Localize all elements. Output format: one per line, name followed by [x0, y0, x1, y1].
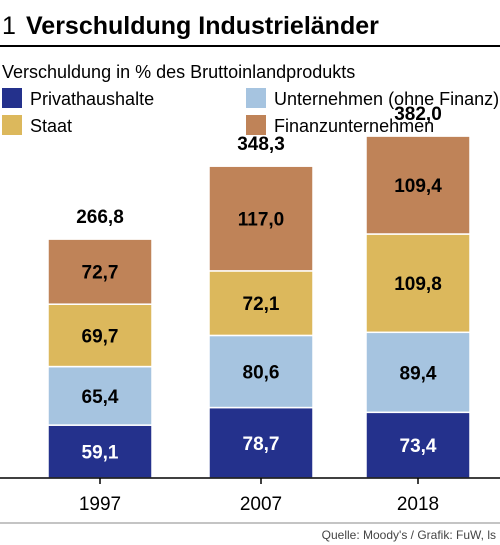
bar-2007-finanzunternehmen [208, 165, 314, 272]
bar-2018-finanzunternehmen [365, 135, 471, 235]
legend-label-finanzunternehmen: Finanzunternehmen [274, 116, 434, 136]
chart-number: 1 [2, 12, 16, 40]
bar-1997-privathaushalte [47, 424, 153, 479]
bar-2018-staat [365, 233, 471, 334]
value-label-1997-privathaushalte: 59,1 [82, 443, 119, 464]
bars [47, 135, 471, 479]
chart-subtitle: Verschuldung in % des Bruttoinlandproduk… [2, 62, 355, 82]
x-tick-labels: 1997 2007 2018 [79, 494, 439, 515]
bar-2018-unternehmen-ohne-finanz [365, 331, 471, 414]
legend-label-unternehmen-ohne-finanz: Unternehmen (ohne Finanz) [274, 89, 499, 109]
value-label-1997-unternehmen-ohne-finanz: 65,4 [82, 387, 119, 408]
bar-1997-finanzunternehmen [47, 238, 153, 305]
total-label-2018: 382,0 [394, 104, 442, 125]
bar-2007-unternehmen-ohne-finanz [208, 334, 314, 409]
source-note: Quelle: Moody's / Grafik: FuW, ls [322, 528, 496, 542]
value-label-2007-staat: 72,1 [243, 294, 280, 315]
bar-2007-staat [208, 270, 314, 337]
legend-label-privathaushalte: Privathaushalte [30, 89, 154, 109]
bar-1997-staat [47, 303, 153, 368]
x-tick-label-1997: 1997 [79, 494, 121, 515]
legend-swatch-unternehmen-ohne-finanz [246, 88, 266, 108]
total-labels: 266,8 348,3 382,0 [76, 104, 442, 228]
value-label-2018-staat: 109,8 [394, 274, 442, 295]
value-label-2018-privathaushalte: 73,4 [400, 436, 437, 457]
bar-1997-unternehmen-ohne-finanz [47, 365, 153, 426]
value-label-1997-staat: 69,7 [82, 326, 119, 347]
chart-title: Verschuldung Industrieländer [26, 12, 379, 40]
value-label-2018-finanzunternehmen: 109,4 [394, 176, 442, 197]
total-label-1997: 266,8 [76, 207, 124, 228]
x-ticks [99, 478, 419, 484]
legend-swatch-finanzunternehmen [246, 115, 266, 135]
segment-labels: 59,1 65,4 69,7 72,7 78,7 80,6 72,1 117,0 73,4 89,… [82, 176, 443, 463]
x-tick-label-2007: 2007 [240, 494, 282, 515]
bar-2007-privathaushalte [208, 406, 314, 479]
legend: Privathaushalte Unternehmen (ohne Finanz)… [2, 88, 499, 136]
legend-swatch-privathaushalte [2, 88, 22, 108]
bar-2018-privathaushalte [365, 411, 471, 479]
legend-swatch-staat [2, 115, 22, 135]
value-label-2018-unternehmen-ohne-finanz: 89,4 [400, 363, 437, 384]
x-tick-label-2018: 2018 [397, 494, 439, 515]
value-label-2007-finanzunternehmen: 117,0 [238, 210, 285, 231]
value-label-1997-finanzunternehmen: 72,7 [82, 263, 119, 284]
legend-label-staat: Staat [30, 116, 72, 136]
total-label-2007: 348,3 [237, 134, 285, 155]
value-label-2007-unternehmen-ohne-finanz: 80,6 [243, 362, 280, 383]
value-label-2007-privathaushalte: 78,7 [243, 434, 280, 455]
